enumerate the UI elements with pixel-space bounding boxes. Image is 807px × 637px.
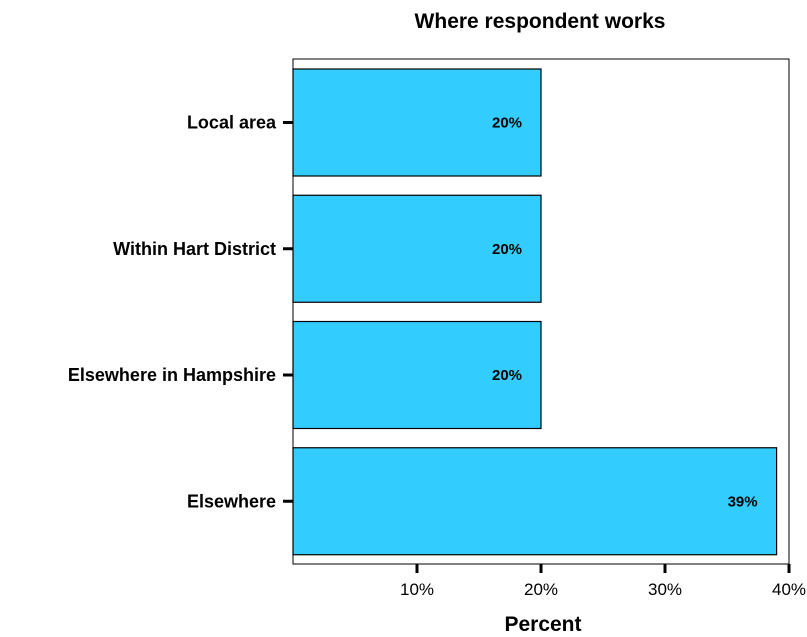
category-label: Elsewhere in Hampshire	[68, 365, 276, 385]
x-axis-title: Percent	[504, 613, 581, 636]
bar	[292, 320, 542, 430]
chart-title: Where respondent works	[415, 10, 666, 33]
bar	[292, 68, 542, 177]
bar	[292, 194, 542, 303]
category-labels: Local area Within Hart District Elsewhere …	[68, 113, 293, 511]
bar-value-label: 20%	[492, 241, 522, 258]
bar-value-label: 20%	[492, 115, 522, 132]
bar-value-label: 39%	[728, 493, 758, 510]
bar-value-label: 20%	[492, 367, 522, 384]
category-label: Elsewhere	[187, 491, 276, 511]
bars-layer: 20% 20% 20% 39%	[292, 68, 778, 556]
x-tick-label: 40%	[772, 580, 806, 599]
x-axis-ticks: 10% 20% 30% 40%	[400, 564, 806, 599]
x-tick-label: 10%	[400, 580, 434, 599]
x-tick-label: 20%	[524, 580, 558, 599]
category-label: Local area	[187, 113, 277, 133]
category-label: Within Hart District	[113, 239, 276, 259]
x-tick-label: 30%	[648, 580, 682, 599]
bar	[292, 447, 778, 556]
